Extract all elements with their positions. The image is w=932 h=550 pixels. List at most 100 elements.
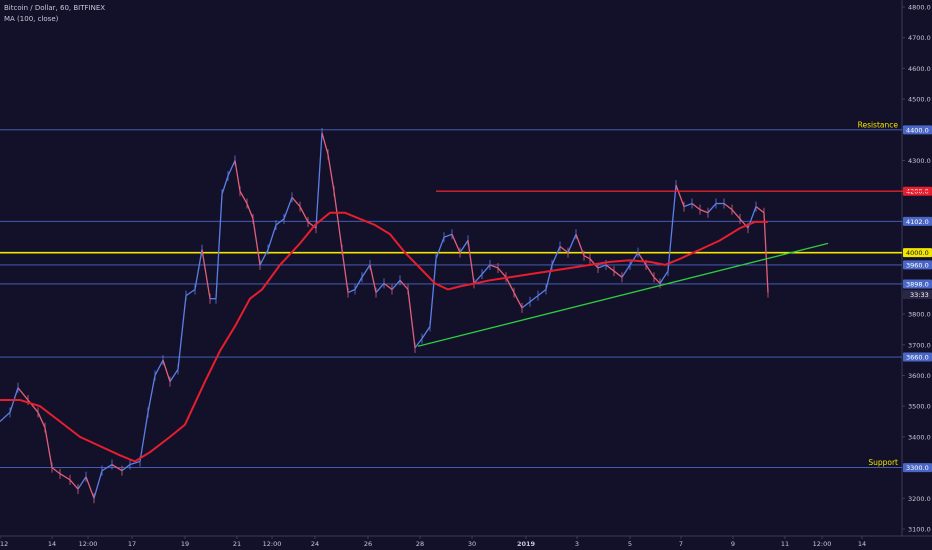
price-segment [194, 249, 203, 290]
price-segment [347, 288, 356, 294]
price-segment [691, 203, 701, 211]
price-segment [239, 190, 248, 204]
price-segment [291, 196, 301, 208]
price-segment [327, 154, 335, 192]
countdown-badge [903, 290, 932, 299]
price-segment [513, 292, 523, 309]
price-segment [551, 246, 561, 266]
price-segment [267, 224, 277, 250]
level-annotation: Resistance [858, 120, 899, 129]
price-segment [59, 473, 71, 481]
x-tick-label: 5 [628, 540, 632, 548]
x-tick-label: 17 [128, 540, 136, 548]
price-segment [391, 279, 401, 290]
price-segment [481, 264, 491, 275]
x-tick-label: 12:00 [79, 540, 98, 548]
price-segment [321, 132, 329, 155]
y-tick-label: 3500.0 [908, 403, 931, 411]
x-tick-label: 11 [781, 540, 789, 548]
price-segment [739, 218, 749, 229]
price-segment [69, 479, 79, 490]
price-segment [283, 197, 293, 220]
price-segment [613, 270, 623, 278]
price-segment [451, 233, 461, 253]
level-badge [903, 463, 932, 473]
x-tick-label: 14 [48, 540, 56, 548]
symbol-label: Bitcoin / Dollar, 60, BITFINEX [4, 4, 106, 12]
price-segment [375, 282, 385, 293]
price-segment [545, 264, 553, 290]
price-segment [597, 264, 607, 269]
price-segment [731, 209, 741, 220]
price-segment [85, 476, 95, 499]
price-segment [37, 412, 46, 428]
x-tick-label: 3 [575, 540, 579, 548]
price-segment [521, 301, 531, 309]
price-segment [169, 368, 179, 382]
price-segment [699, 209, 709, 214]
price-segment [215, 194, 223, 299]
chart-legend: Bitcoin / Dollar, 60, BITFINEX MA (100, … [4, 3, 105, 25]
price-segment [333, 191, 343, 250]
price-segment [51, 467, 61, 475]
price-segment [44, 427, 53, 468]
price-segment [435, 237, 445, 260]
price-segment [129, 460, 141, 466]
level-badge-text: 4000.0 [906, 249, 929, 257]
price-segment [755, 206, 765, 214]
price-segment [354, 276, 363, 290]
price-segment [185, 288, 196, 297]
price-segment [675, 184, 685, 207]
price-segment [763, 212, 769, 293]
price-segment [414, 338, 423, 349]
x-tick-label: 9 [731, 540, 735, 548]
x-tick-label: 7 [679, 540, 683, 548]
price-segment [559, 245, 569, 254]
y-tick-label: 3700.0 [908, 341, 931, 349]
level-badge-text: 3300.0 [906, 464, 929, 472]
price-segment [497, 267, 507, 278]
level-badge-text: 4102.0 [906, 218, 929, 226]
level-badge [903, 352, 932, 362]
price-segment [369, 264, 377, 293]
price-segment [429, 258, 437, 327]
y-tick-label: 4300.0 [908, 157, 931, 165]
price-segment [147, 375, 156, 413]
price-segment [221, 175, 229, 195]
price-segment [383, 282, 393, 291]
level-badge [903, 279, 932, 289]
price-segment [575, 233, 585, 256]
price-segment [489, 264, 499, 269]
price-segment [111, 463, 123, 472]
level-badge [903, 216, 932, 226]
price-segment [443, 233, 453, 238]
price-segment [227, 160, 236, 177]
price-segment [93, 470, 103, 499]
price-segment [77, 476, 87, 490]
price-segment [529, 295, 539, 303]
price-segment [637, 252, 647, 266]
level-badge [903, 248, 932, 258]
price-segment [537, 288, 547, 297]
x-tick-label: 24 [311, 540, 319, 548]
price-segment [17, 387, 29, 401]
countdown-text: 33:33 [910, 291, 929, 299]
y-tick-label: 3400.0 [908, 433, 931, 441]
price-segment [399, 279, 409, 290]
x-tick-label: 26 [364, 540, 372, 548]
price-segment [307, 221, 317, 229]
price-segment [605, 264, 615, 272]
price-segment [0, 411, 11, 423]
level-badge [903, 125, 932, 135]
price-segment [505, 276, 515, 293]
x-tick-label: 12:00 [263, 540, 282, 548]
price-segment [201, 249, 211, 299]
price-segment [723, 203, 733, 211]
price-segment [621, 264, 631, 278]
price-segment [299, 206, 309, 223]
y-tick-label: 3200.0 [908, 495, 931, 503]
indicator-label: MA (100, close) [4, 15, 59, 23]
price-segment [407, 289, 416, 348]
y-tick-label: 4600.0 [908, 65, 931, 73]
